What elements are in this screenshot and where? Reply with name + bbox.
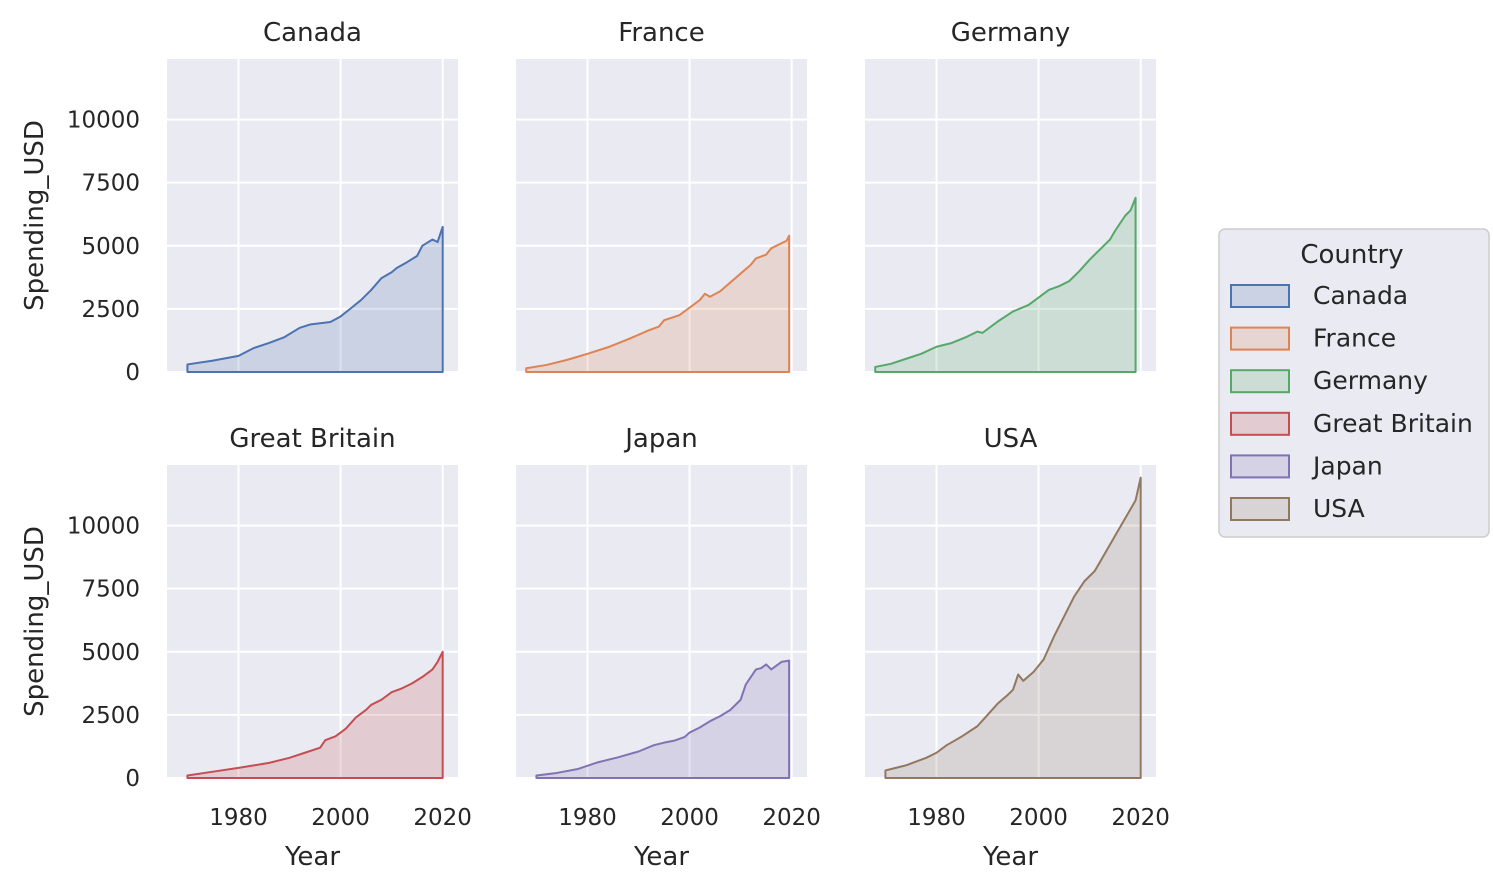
panel-great-britain-background [167, 465, 458, 778]
y-tick-label: 7500 [81, 171, 140, 197]
y-axis-title: Spending_USD [20, 120, 50, 311]
x-axis-title: Year [284, 842, 340, 872]
y-tick-label: 2500 [81, 703, 140, 729]
x-tick-label: 2000 [1009, 805, 1068, 831]
y-tick-label: 2500 [81, 297, 140, 323]
legend-swatch-usa [1230, 497, 1290, 521]
x-tick-label: 1980 [907, 805, 966, 831]
panel-title-germany: Germany [951, 18, 1071, 48]
legend-label: Great Britain [1313, 409, 1473, 438]
legend-label: Germany [1313, 366, 1428, 395]
x-tick-label: 2000 [311, 805, 370, 831]
x-tick-label: 2020 [413, 805, 472, 831]
legend-swatch-canada [1230, 284, 1290, 308]
panel-usa-background [865, 465, 1156, 778]
x-tick-label: 2020 [762, 805, 821, 831]
panel-title-great-britain: Great Britain [229, 424, 395, 454]
legend-swatch-france [1230, 326, 1290, 351]
y-tick-label: 5000 [81, 234, 140, 260]
legend-title: Country [1300, 240, 1403, 270]
panel-germany-background [865, 59, 1156, 372]
area-canada [186, 225, 444, 373]
legend-label: Canada [1313, 281, 1408, 310]
y-tick-label: 0 [125, 360, 140, 386]
area-usa [884, 476, 1142, 779]
panel-title-japan: Japan [623, 424, 698, 454]
x-tick-label: 2000 [660, 805, 719, 831]
area-japan [535, 659, 791, 779]
legend-swatch-great-britain [1230, 411, 1290, 436]
y-axis-title: Spending_USD [20, 526, 50, 717]
panel-japan-background [516, 465, 807, 778]
x-tick-label: 2020 [1111, 805, 1170, 831]
x-axis-title: Year [982, 842, 1038, 872]
legend-label: France [1313, 324, 1396, 353]
panel-canada-background [167, 59, 458, 372]
panel-title-canada: Canada [263, 18, 362, 48]
x-tick-label: 1980 [209, 805, 268, 831]
legend-swatch-germany [1230, 369, 1290, 394]
area-france [525, 234, 791, 373]
y-tick-label: 10000 [67, 514, 140, 540]
panel-title-france: France [618, 18, 704, 48]
x-axis-title: Year [633, 842, 689, 872]
y-tick-label: 5000 [81, 640, 140, 666]
legend-label: Japan [1311, 451, 1383, 480]
legend-label: USA [1313, 494, 1365, 523]
panel-title-usa: USA [984, 424, 1038, 454]
x-tick-label: 1980 [558, 805, 617, 831]
y-tick-label: 10000 [67, 108, 140, 134]
y-tick-label: 0 [125, 766, 140, 792]
area-germany [874, 196, 1137, 373]
y-tick-label: 7500 [81, 577, 140, 603]
area-great-britain [186, 650, 444, 779]
panel-france-background [516, 59, 807, 372]
legend-swatch-japan [1230, 454, 1290, 479]
